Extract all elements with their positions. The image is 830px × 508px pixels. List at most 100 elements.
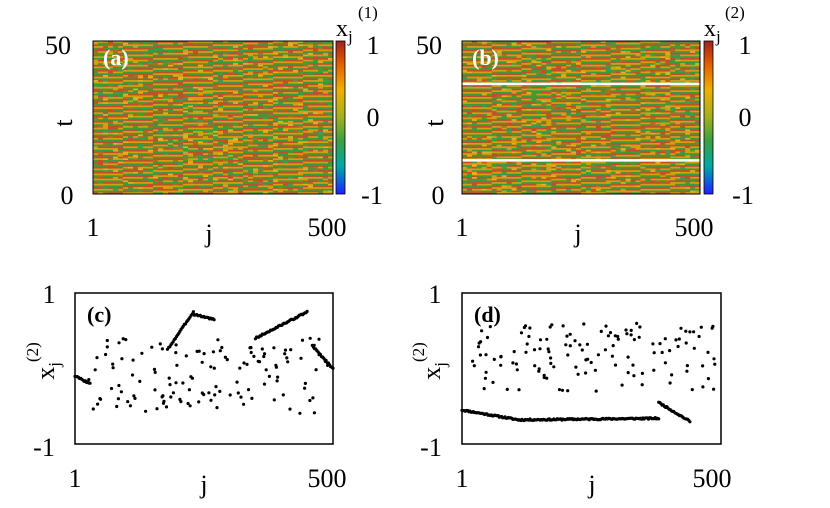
heat-cell	[198, 161, 204, 164]
heat-cell	[228, 88, 234, 91]
heat-cell	[203, 137, 209, 140]
heat-cell	[188, 69, 194, 72]
heat-cell	[625, 49, 631, 52]
heat-cell	[218, 103, 224, 106]
heat-cell	[516, 54, 522, 57]
heat-cell	[193, 134, 199, 137]
heat-cell	[308, 136, 314, 139]
heat-cell	[108, 161, 114, 164]
heat-cell	[690, 51, 696, 54]
heat-cell	[293, 165, 299, 168]
heat-cell	[228, 151, 234, 154]
heat-cell	[323, 46, 329, 49]
heat-cell	[103, 122, 109, 125]
heat-cell	[268, 141, 274, 144]
heat-cell	[193, 166, 199, 169]
heat-cell	[283, 51, 289, 54]
heat-cell	[168, 73, 174, 76]
heat-cell	[163, 131, 169, 134]
heat-cell	[640, 61, 646, 64]
heat-cell	[128, 49, 134, 52]
heat-cell	[243, 58, 249, 60]
heat-cell	[178, 75, 184, 77]
heat-cell	[238, 80, 244, 83]
heat-cell	[313, 112, 319, 115]
heat-cell	[108, 54, 114, 57]
heat-cell	[173, 69, 179, 72]
heat-cell	[228, 80, 234, 83]
heat-cell	[173, 61, 179, 64]
heat-cell	[173, 136, 179, 139]
heat-cell	[328, 139, 334, 142]
heat-cell	[238, 126, 244, 128]
heat-cell	[213, 131, 219, 134]
heat-cell	[123, 64, 129, 67]
heat-cell	[293, 188, 299, 191]
heat-cell	[163, 151, 169, 154]
heat-cell	[253, 160, 259, 162]
heat-cell	[288, 51, 294, 54]
heat-cell	[640, 51, 646, 54]
heat-cell	[118, 161, 124, 164]
heat-cell	[128, 153, 134, 156]
heat-cell	[303, 122, 309, 125]
heat-cell	[163, 115, 169, 118]
heat-cell	[208, 153, 214, 156]
heat-cell	[248, 158, 254, 161]
heat-cell	[228, 75, 234, 77]
heat-cell	[268, 66, 274, 69]
heat-cell	[298, 173, 304, 176]
heat-cell	[308, 98, 314, 101]
heat-cell	[218, 180, 224, 183]
heat-cell	[253, 124, 259, 127]
heat-cell	[188, 185, 194, 188]
heat-cell	[313, 59, 319, 62]
heat-cell	[203, 102, 209, 105]
heat-cell	[163, 103, 169, 106]
heat-cell	[93, 114, 99, 117]
heat-cell	[213, 86, 219, 89]
heat-cell	[138, 161, 144, 164]
heat-cell	[218, 42, 224, 45]
heat-cell	[133, 66, 139, 69]
heat-cell	[113, 86, 119, 89]
heat-cell	[143, 129, 149, 132]
heat-cell	[133, 182, 139, 185]
heat-cell	[253, 76, 259, 79]
heat-cell	[288, 182, 294, 185]
heat-cell	[113, 158, 119, 161]
heat-cell	[188, 68, 194, 71]
heat-cell	[93, 92, 99, 94]
heat-cell	[198, 42, 204, 45]
heat-cell	[318, 75, 324, 77]
y-axis-label-a: t	[49, 119, 78, 127]
heat-cell	[273, 165, 279, 168]
heat-cell	[600, 44, 607, 47]
heat-cell	[546, 41, 552, 43]
heat-cell	[318, 103, 324, 106]
heat-cell	[138, 156, 144, 159]
heat-cell	[98, 92, 104, 94]
heat-cell	[108, 131, 114, 134]
heat-cell	[645, 44, 651, 47]
heat-cell	[283, 78, 289, 81]
heat-cell	[283, 170, 289, 173]
heat-cell	[590, 52, 597, 55]
heat-cell	[198, 139, 204, 142]
heat-cell	[188, 58, 194, 60]
heat-cell	[108, 51, 114, 54]
heat-cell	[158, 153, 164, 156]
heat-cell	[536, 56, 542, 59]
heat-cell	[188, 160, 194, 162]
heat-cell	[173, 175, 179, 178]
heat-cell	[308, 151, 314, 154]
heat-cell	[585, 49, 592, 52]
heat-cell	[228, 175, 234, 178]
heat-cell	[173, 126, 179, 128]
heat-cell	[218, 166, 224, 169]
heat-cell	[323, 83, 329, 86]
heat-cell	[158, 126, 164, 128]
heat-cell	[263, 80, 269, 83]
heat-cell	[283, 127, 289, 130]
heat-cell	[223, 110, 229, 113]
